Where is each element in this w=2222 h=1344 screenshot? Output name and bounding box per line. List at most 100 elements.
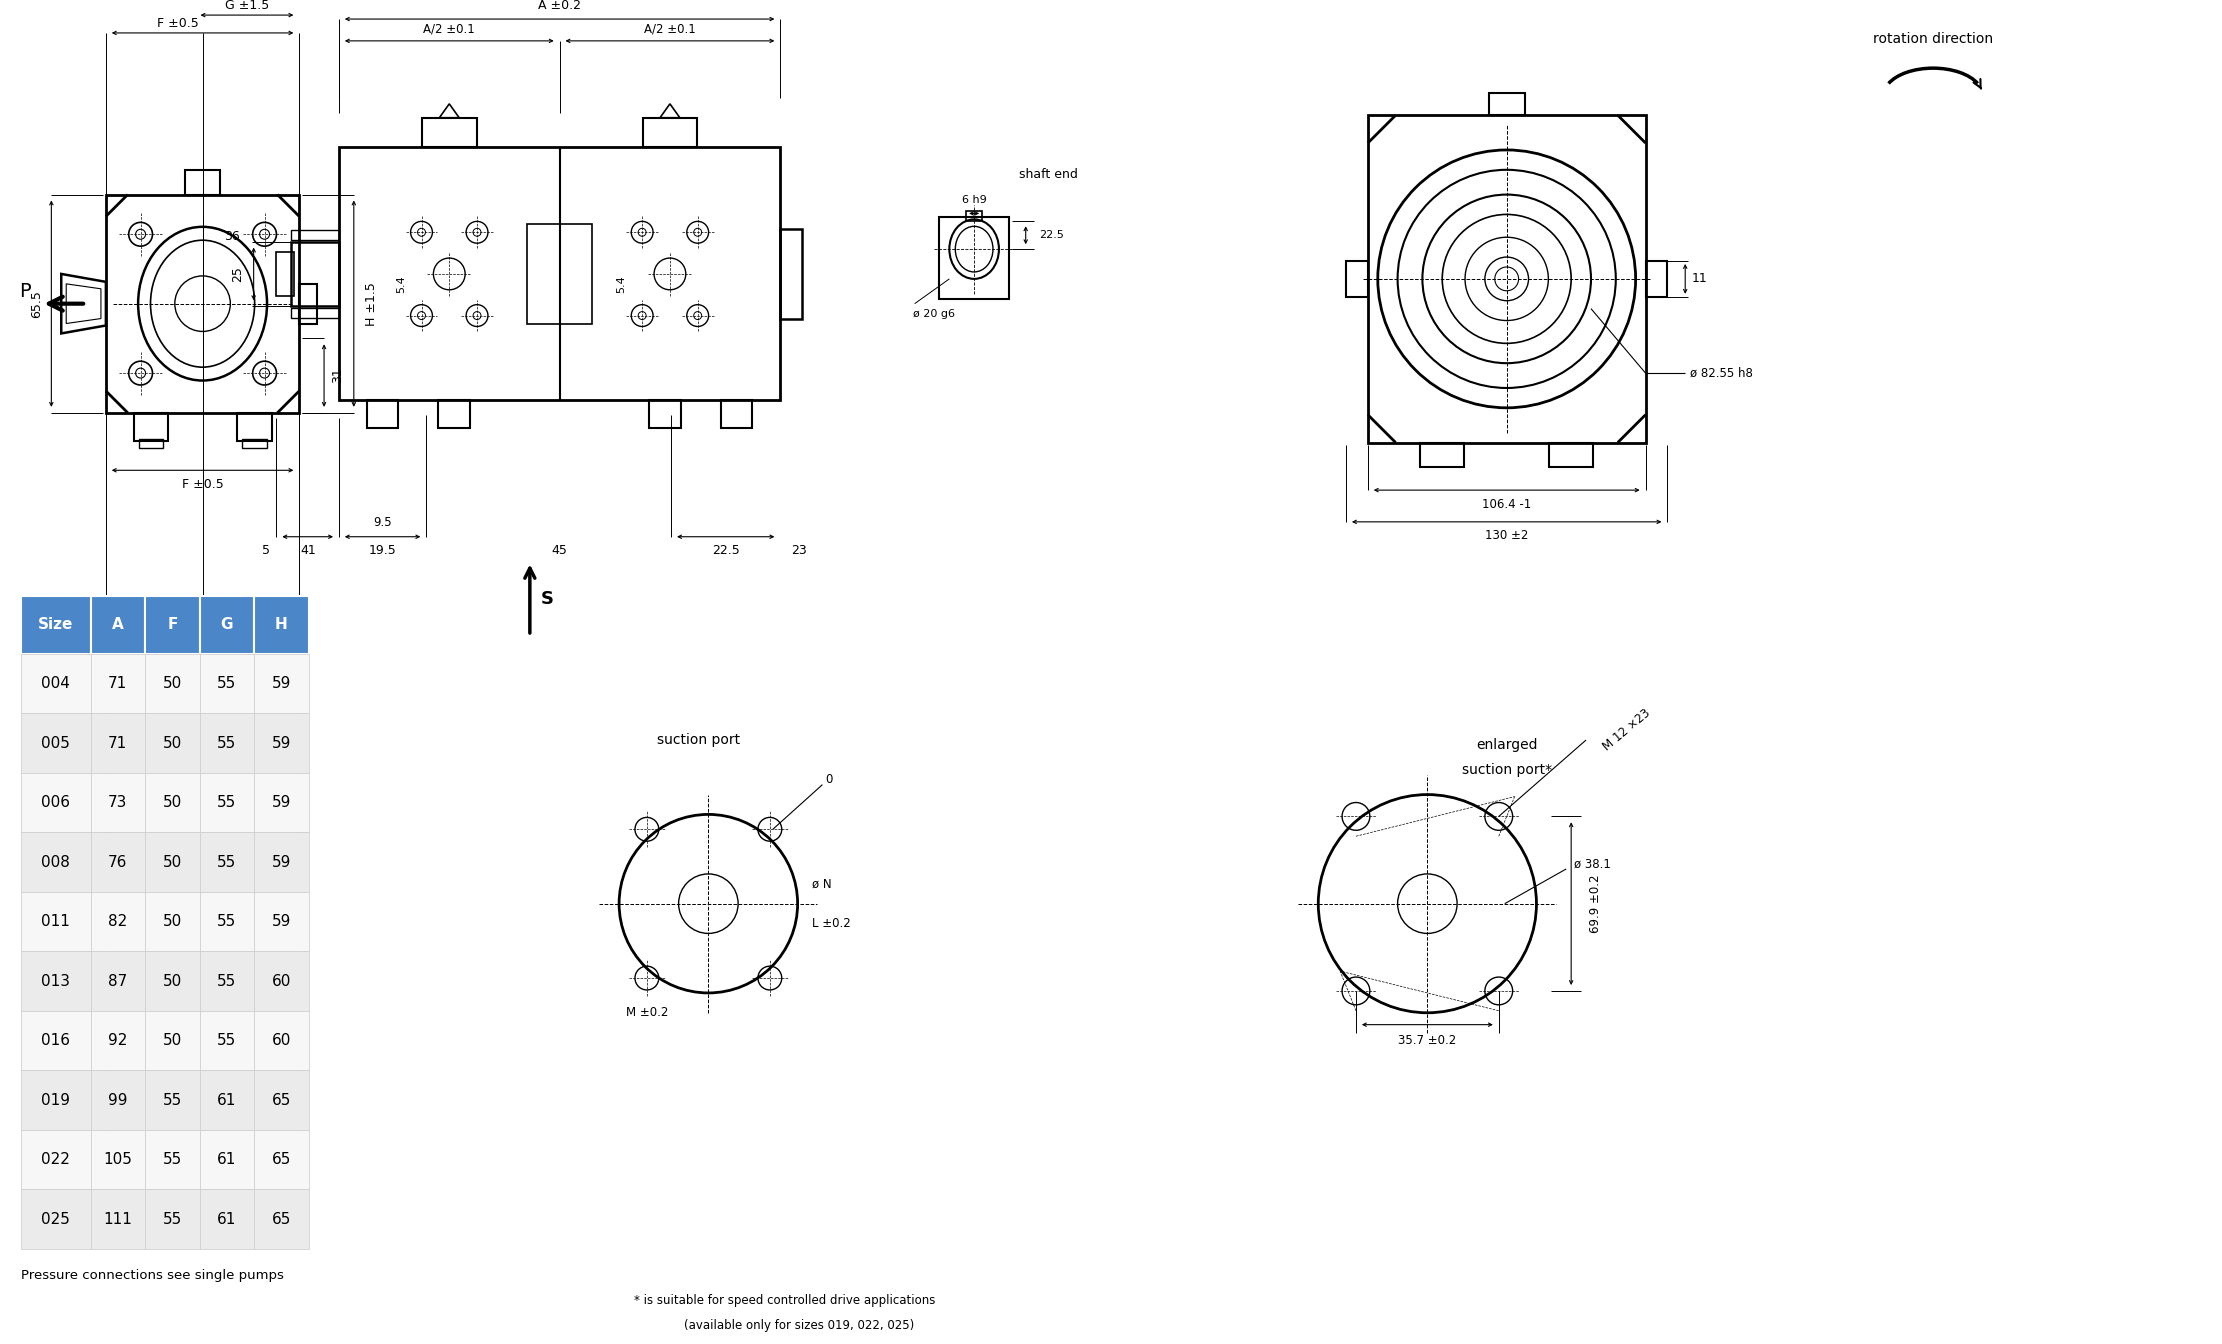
Bar: [20, 832, 91, 892]
Bar: [200, 952, 253, 1011]
Bar: [200, 832, 253, 892]
Bar: [253, 1130, 309, 1189]
Text: 59: 59: [271, 855, 291, 870]
Bar: [300, 284, 318, 324]
Bar: [91, 892, 144, 952]
Text: G ±1.5: G ±1.5: [224, 0, 269, 12]
Bar: [91, 952, 144, 1011]
Text: 130 ±2: 130 ±2: [1484, 530, 1529, 542]
Bar: [527, 224, 591, 324]
Text: shaft end: shaft end: [1018, 168, 1078, 181]
Bar: [1647, 261, 1666, 297]
Text: 55: 55: [162, 1211, 182, 1227]
Bar: [91, 773, 144, 832]
Text: 50: 50: [162, 676, 182, 691]
Text: 9.5: 9.5: [373, 516, 391, 530]
Bar: [200, 1130, 253, 1189]
Text: 60: 60: [271, 1034, 291, 1048]
Text: 6 h9: 6 h9: [962, 195, 987, 204]
Bar: [253, 892, 309, 952]
Text: 004: 004: [42, 676, 71, 691]
Text: 61: 61: [218, 1152, 236, 1167]
Bar: [780, 230, 802, 319]
Text: 76: 76: [109, 855, 127, 870]
Bar: [20, 653, 91, 714]
Text: 55: 55: [218, 796, 236, 810]
Bar: [184, 169, 220, 195]
Bar: [144, 714, 200, 773]
Bar: [253, 714, 309, 773]
Text: 23: 23: [791, 544, 807, 558]
Text: 19.5: 19.5: [369, 544, 396, 558]
Bar: [642, 118, 698, 148]
Bar: [144, 892, 200, 952]
Text: ø 20 g6: ø 20 g6: [913, 309, 955, 319]
Text: suction port*: suction port*: [1462, 763, 1551, 777]
Text: 105: 105: [104, 1152, 133, 1167]
Text: 65.5: 65.5: [29, 290, 42, 317]
Text: 11: 11: [1691, 273, 1706, 285]
Bar: [138, 438, 164, 449]
Text: 55: 55: [218, 735, 236, 750]
Bar: [20, 714, 91, 773]
Text: 5.4: 5.4: [396, 276, 407, 293]
Text: 55: 55: [218, 855, 236, 870]
Text: 55: 55: [218, 973, 236, 989]
Text: 45: 45: [551, 544, 567, 558]
Bar: [20, 773, 91, 832]
Bar: [144, 1070, 200, 1130]
Bar: [200, 892, 253, 952]
Text: M 12 ×23: M 12 ×23: [1600, 707, 1653, 754]
Bar: [940, 218, 1009, 298]
Bar: [91, 1070, 144, 1130]
Bar: [340, 148, 780, 401]
Text: 022: 022: [42, 1152, 71, 1167]
Text: ø 82.55 h8: ø 82.55 h8: [1691, 367, 1753, 379]
Bar: [20, 597, 91, 653]
Bar: [253, 1011, 309, 1070]
Bar: [20, 1189, 91, 1249]
Bar: [91, 714, 144, 773]
Text: 50: 50: [162, 796, 182, 810]
Bar: [276, 253, 293, 296]
Bar: [20, 892, 91, 952]
Bar: [291, 308, 340, 319]
Bar: [107, 195, 300, 413]
Text: 65: 65: [271, 1093, 291, 1107]
Text: F: F: [167, 617, 178, 633]
Bar: [20, 1070, 91, 1130]
Bar: [20, 1130, 91, 1189]
Text: L ±0.2: L ±0.2: [813, 917, 851, 930]
Text: 50: 50: [162, 973, 182, 989]
Bar: [144, 773, 200, 832]
Text: (available only for sizes 019, 022, 025): (available only for sizes 019, 022, 025): [684, 1318, 913, 1332]
Bar: [200, 773, 253, 832]
Text: 50: 50: [162, 735, 182, 750]
Bar: [91, 832, 144, 892]
Text: M ±0.2: M ±0.2: [627, 1007, 669, 1019]
Bar: [253, 832, 309, 892]
Bar: [291, 242, 340, 306]
Text: ø N: ø N: [813, 878, 831, 890]
Bar: [200, 714, 253, 773]
Bar: [1347, 261, 1369, 297]
Text: 011: 011: [42, 914, 71, 929]
Bar: [144, 952, 200, 1011]
Bar: [1369, 116, 1647, 442]
Text: 019: 019: [42, 1093, 71, 1107]
Bar: [253, 597, 309, 653]
Bar: [238, 413, 271, 441]
Bar: [91, 653, 144, 714]
Text: A/2 ±0.1: A/2 ±0.1: [424, 23, 476, 35]
Text: H: H: [276, 617, 289, 633]
Bar: [144, 597, 200, 653]
Bar: [291, 230, 340, 239]
Bar: [438, 401, 469, 429]
Text: Size: Size: [38, 617, 73, 633]
Text: A: A: [111, 617, 124, 633]
Bar: [253, 773, 309, 832]
Bar: [91, 1130, 144, 1189]
Text: 5.4: 5.4: [615, 276, 627, 293]
Bar: [144, 653, 200, 714]
Text: 60: 60: [271, 973, 291, 989]
